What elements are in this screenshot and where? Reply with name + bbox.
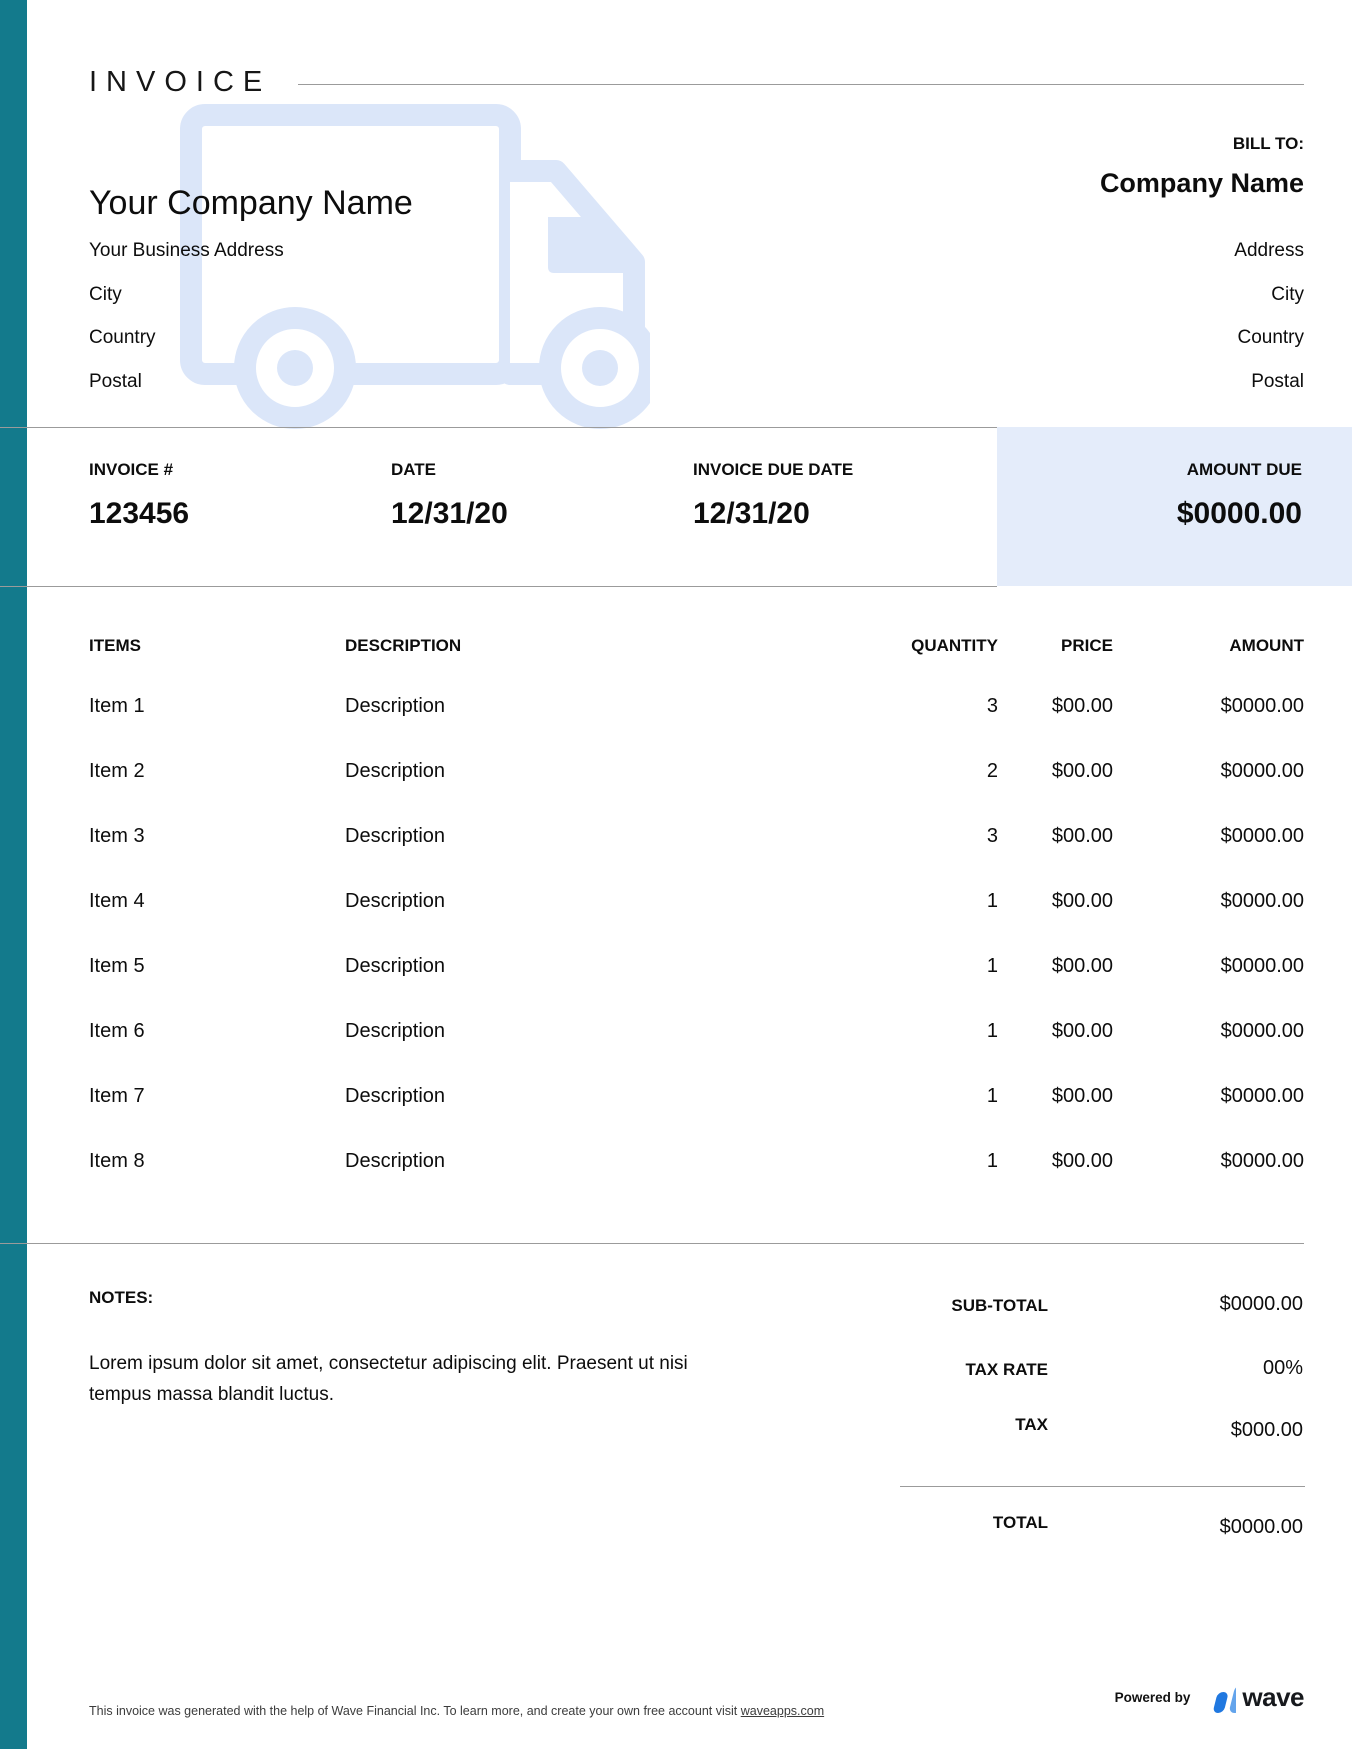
title-rule [298, 84, 1304, 85]
description-cell: Description [345, 1020, 446, 1042]
quantity-cell: 1 [986, 1020, 998, 1042]
amount-cell: $0000.00 [1220, 955, 1304, 977]
notes-top-rule [0, 1243, 1304, 1244]
col-header-price: PRICE [1061, 636, 1113, 655]
total-rule [900, 1486, 1305, 1487]
amount-due-label: AMOUNT DUE [1186, 460, 1302, 479]
powered-by-label: Powered by [1114, 1690, 1191, 1705]
bill-to-postal: Postal [1251, 371, 1304, 392]
wave-logo-wordmark: wave [1242, 1682, 1304, 1712]
quantity-cell: 1 [986, 1150, 998, 1172]
truck-watermark-icon [180, 104, 650, 429]
notes-label: NOTES: [89, 1288, 154, 1307]
description-cell: Description [345, 1085, 446, 1107]
description-cell: Description [345, 760, 446, 782]
amount-cell: $0000.00 [1220, 1150, 1304, 1172]
amount-cell: $0000.00 [1220, 825, 1304, 847]
quantity-cell: 2 [986, 760, 998, 782]
page-title: INVOICE [89, 66, 272, 98]
amount-cell: $0000.00 [1220, 760, 1304, 782]
date-value: 12/31/20 [391, 497, 508, 530]
powered-by: Powered by wave [1115, 1682, 1304, 1713]
price-cell: $00.00 [1051, 955, 1113, 977]
company-country: Country [89, 327, 156, 348]
col-header-items: ITEMS [89, 636, 141, 655]
footer-disclaimer: This invoice was generated with the help… [89, 1704, 824, 1718]
company-address: Your Business Address [89, 240, 284, 261]
bill-to-name: Company Name [1099, 168, 1304, 198]
item-cell: Item 5 [89, 955, 145, 977]
amount-cell: $0000.00 [1220, 1020, 1304, 1042]
item-cell: Item 4 [89, 890, 145, 912]
item-cell: Item 3 [89, 825, 145, 847]
amount-cell: $0000.00 [1220, 890, 1304, 912]
total-value: $0000.00 [1219, 1516, 1303, 1538]
col-header-amount: AMOUNT [1229, 636, 1304, 655]
meta-bottom-rule [0, 586, 997, 587]
price-cell: $00.00 [1051, 1085, 1113, 1107]
bill-to-country: Country [1237, 327, 1304, 348]
meta-top-rule [0, 427, 997, 428]
bill-to-label: BILL TO: [1232, 134, 1304, 153]
waveapps-link[interactable]: waveapps.com [740, 1704, 825, 1718]
wave-logo-icon [1214, 1684, 1237, 1713]
tax-value: $000.00 [1230, 1419, 1303, 1441]
item-cell: Item 6 [89, 1020, 145, 1042]
price-cell: $00.00 [1051, 1020, 1113, 1042]
item-cell: Item 8 [89, 1150, 145, 1172]
quantity-cell: 3 [986, 695, 998, 717]
quantity-cell: 3 [986, 825, 998, 847]
subtotal-label: SUB-TOTAL [951, 1296, 1048, 1315]
description-cell: Description [345, 955, 446, 977]
quantity-cell: 1 [986, 955, 998, 977]
item-cell: Item 7 [89, 1085, 145, 1107]
invoice-number-label: INVOICE # [89, 460, 174, 479]
col-header-description: DESCRIPTION [345, 636, 462, 655]
bill-to-address: Address [1234, 240, 1304, 261]
tax-rate-label: TAX RATE [965, 1360, 1048, 1379]
price-cell: $00.00 [1051, 760, 1113, 782]
col-header-quantity: QUANTITY [911, 636, 998, 655]
total-label: TOTAL [992, 1513, 1048, 1532]
description-cell: Description [345, 1150, 446, 1172]
subtotal-value: $0000.00 [1219, 1293, 1303, 1315]
left-accent-bar [0, 0, 27, 1749]
description-cell: Description [345, 695, 446, 717]
company-city: City [89, 284, 122, 305]
item-cell: Item 1 [89, 695, 145, 717]
amount-cell: $0000.00 [1220, 695, 1304, 717]
quantity-cell: 1 [986, 1085, 998, 1107]
description-cell: Description [345, 825, 446, 847]
description-cell: Description [345, 890, 446, 912]
price-cell: $00.00 [1051, 825, 1113, 847]
item-cell: Item 2 [89, 760, 145, 782]
bill-to-city: City [1271, 284, 1304, 305]
price-cell: $00.00 [1051, 890, 1113, 912]
amount-due-box [997, 427, 1352, 586]
quantity-cell: 1 [986, 890, 998, 912]
footer-disclaimer-text: This invoice was generated with the help… [89, 1704, 741, 1718]
invoice-number-value: 123456 [89, 497, 190, 530]
company-postal: Postal [89, 371, 142, 392]
tax-label: TAX [1015, 1415, 1048, 1434]
price-cell: $00.00 [1051, 1150, 1113, 1172]
due-date-value: 12/31/20 [693, 497, 810, 530]
price-cell: $00.00 [1051, 695, 1113, 717]
amount-cell: $0000.00 [1220, 1085, 1304, 1107]
notes-text: Lorem ipsum dolor sit amet, consectetur … [89, 1353, 688, 1405]
amount-due-value: $0000.00 [1176, 497, 1302, 530]
tax-rate-value: 00% [1262, 1357, 1303, 1379]
date-label: DATE [391, 460, 437, 479]
company-name: Your Company Name [89, 184, 413, 222]
due-date-label: INVOICE DUE DATE [693, 460, 854, 479]
